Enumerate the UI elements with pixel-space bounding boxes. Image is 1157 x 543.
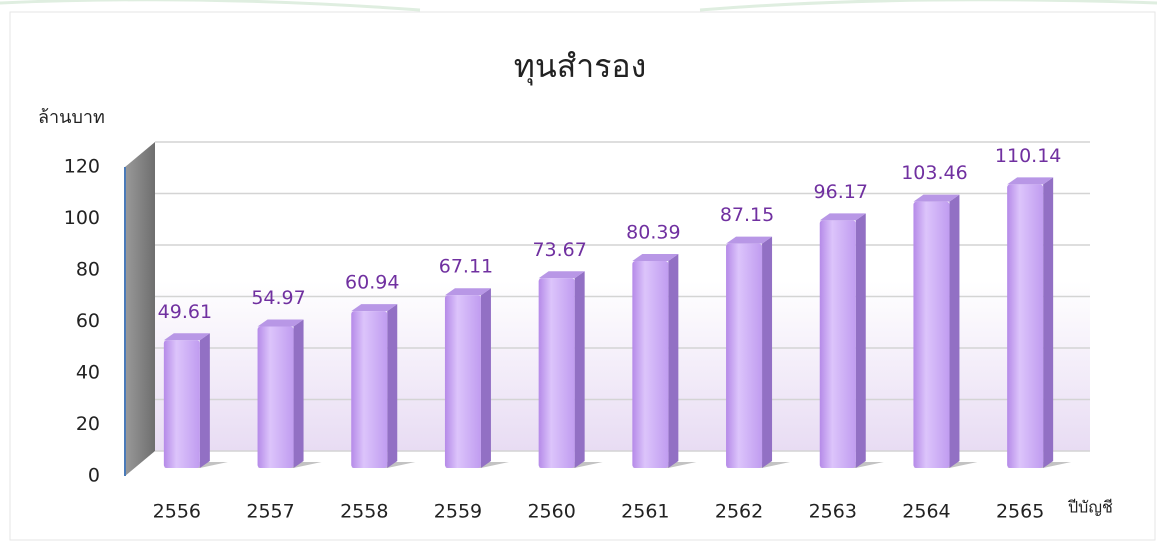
y-tick-label: 100: [64, 207, 100, 229]
y-tick-label: 20: [76, 413, 100, 435]
bar-side: [762, 236, 773, 468]
bar-top: [913, 194, 960, 202]
bar: [632, 260, 669, 468]
bar-side: [293, 319, 304, 468]
x-tick-label: 2563: [809, 501, 857, 523]
bar: [444, 295, 481, 468]
data-label: 60.94: [345, 272, 399, 294]
bar-side: [387, 304, 398, 468]
x-tick-label: 2564: [902, 501, 950, 523]
bar: [257, 326, 294, 468]
x-tick-label: 2565: [996, 501, 1044, 523]
bar: [1007, 184, 1044, 468]
bar-side: [480, 288, 491, 468]
bar-top: [163, 333, 210, 341]
bar-side: [855, 213, 866, 468]
x-tick-label: 2556: [153, 501, 201, 523]
data-label: 110.14: [995, 145, 1061, 167]
bar-side: [574, 271, 585, 468]
x-tick-label: 2562: [715, 501, 763, 523]
bar: [726, 243, 763, 468]
bar-side: [199, 333, 210, 468]
data-label: 80.39: [626, 221, 680, 243]
data-label: 73.67: [532, 239, 586, 261]
bar-top: [444, 288, 491, 296]
chart-title: ทุนสำรอง: [514, 47, 647, 86]
bar-top: [819, 213, 866, 221]
data-label: 103.46: [901, 162, 967, 184]
bar: [819, 220, 856, 468]
bar-side: [1043, 177, 1054, 468]
y-tick-label: 80: [76, 259, 100, 281]
y-tick-label: 40: [76, 362, 100, 384]
x-tick-label: 2559: [434, 501, 482, 523]
bar-side: [668, 253, 679, 468]
y-tick-label: 60: [76, 310, 100, 332]
data-label: 67.11: [439, 256, 493, 278]
data-label: 49.61: [158, 301, 212, 323]
header-decoration: [0, 0, 1157, 12]
side-wall: [125, 142, 155, 476]
y-axis-label: ล้านบาท: [38, 107, 105, 128]
bar-top: [538, 271, 585, 279]
bar-top: [632, 253, 679, 261]
data-label: 96.17: [814, 181, 868, 203]
bar-top: [257, 319, 304, 327]
data-label: 87.15: [720, 204, 774, 226]
bar: [913, 201, 950, 468]
bar: [538, 278, 575, 468]
y-tick-label: 120: [64, 156, 100, 178]
x-tick-label: 2558: [340, 501, 388, 523]
data-label: 54.97: [251, 287, 305, 309]
x-tick-label: 2560: [527, 501, 575, 523]
bar: [351, 311, 388, 468]
x-tick-label: 2557: [246, 501, 294, 523]
bar-top: [726, 236, 773, 244]
bar-top: [1007, 177, 1054, 185]
x-axis-label: ปีบัญชี: [1068, 498, 1113, 517]
y-tick-label: 0: [88, 465, 100, 487]
bar-side: [949, 194, 960, 468]
x-tick-label: 2561: [621, 501, 669, 523]
bar: [163, 340, 200, 468]
bar-top: [351, 304, 398, 312]
